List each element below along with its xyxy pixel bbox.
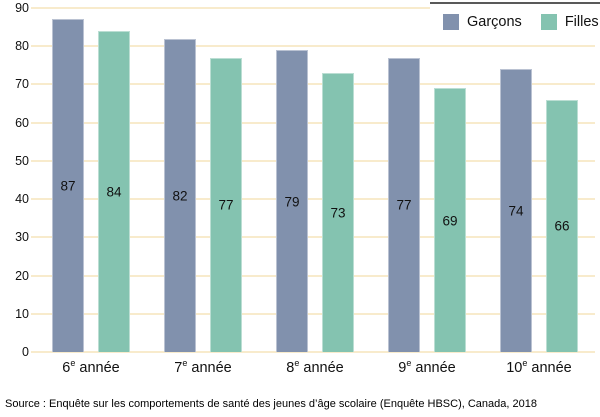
x-axis-label: 8e année	[286, 358, 344, 376]
y-tick-label: 20	[15, 268, 29, 283]
x-axis-labels: 6e année 7e année 8e année 9e année 10e anné…	[35, 358, 595, 376]
bar-value-label: 77	[396, 197, 412, 213]
gridline	[31, 351, 595, 353]
y-tick-label: 60	[15, 115, 29, 130]
plot-area: 87 84 82 77 79 73 77 69 74 66	[31, 7, 595, 353]
gridline	[31, 159, 595, 162]
bar-group: 82 77	[147, 8, 259, 352]
y-tick-label: 10	[15, 306, 29, 321]
bar-garcons: 74	[500, 69, 532, 352]
bar-value-label: 84	[106, 184, 122, 200]
garcons-swatch-icon	[443, 14, 459, 30]
gridline	[31, 45, 595, 48]
bar-value-label: 74	[508, 203, 524, 219]
bar-filles: 73	[322, 72, 354, 352]
bar-filles: 77	[210, 57, 242, 352]
bar-garcons: 79	[276, 50, 308, 352]
x-axis-label: 10e année	[506, 358, 572, 376]
y-tick-label: 70	[15, 77, 29, 92]
y-tick-label: 30	[15, 230, 29, 245]
bar-filles: 69	[434, 88, 466, 352]
gridline	[31, 312, 595, 315]
y-axis-labels: 0 10 20 30 40 50 60 70 80 90	[0, 1, 29, 359]
bar-garcons: 77	[388, 57, 420, 352]
x-axis-label: 9e année	[398, 358, 456, 376]
bar-value-label: 66	[554, 218, 570, 234]
y-tick-label: 80	[15, 39, 29, 54]
bar-group: 87 84	[35, 8, 147, 352]
bar-value-label: 82	[172, 188, 188, 204]
bar-garcons: 87	[52, 19, 84, 352]
y-tick-label: 40	[15, 192, 29, 207]
bar-group: 79 73	[259, 8, 371, 352]
y-tick-label: 50	[15, 153, 29, 168]
legend-item-filles: Filles	[540, 14, 599, 30]
bar-value-label: 69	[442, 213, 458, 229]
y-tick-label: 90	[15, 1, 29, 15]
legend-label-garcons: Garçons	[467, 14, 522, 30]
gridline	[31, 198, 595, 201]
legend: Garçons Filles	[430, 2, 600, 40]
gridline	[31, 83, 595, 86]
legend-item-garcons: Garçons	[443, 14, 522, 30]
gridlines	[31, 7, 595, 353]
bar-value-label: 73	[330, 205, 346, 221]
x-axis-label: 6e année	[62, 358, 120, 376]
bar-garcons: 82	[164, 38, 196, 352]
bar-value-label: 77	[218, 197, 234, 213]
bar-filles: 66	[546, 99, 578, 352]
bar-value-label: 87	[60, 178, 76, 194]
bar-filles: 84	[98, 30, 130, 352]
y-tick-label: 0	[22, 345, 29, 359]
gridline	[31, 274, 595, 277]
gridline	[31, 121, 595, 124]
bar-groups: 87 84 82 77 79 73 77 69 74 66	[35, 8, 595, 352]
gridline	[31, 236, 595, 239]
bar-value-label: 79	[284, 194, 300, 210]
legend-label-filles: Filles	[564, 14, 599, 30]
source-note: Source : Enquête sur les comportements d…	[5, 398, 537, 410]
filles-swatch-icon	[540, 14, 557, 30]
bar-group: 77 69	[371, 8, 483, 352]
x-axis-label: 7e année	[174, 358, 232, 376]
gridline	[31, 7, 595, 9]
bar-group: 74 66	[483, 8, 595, 352]
